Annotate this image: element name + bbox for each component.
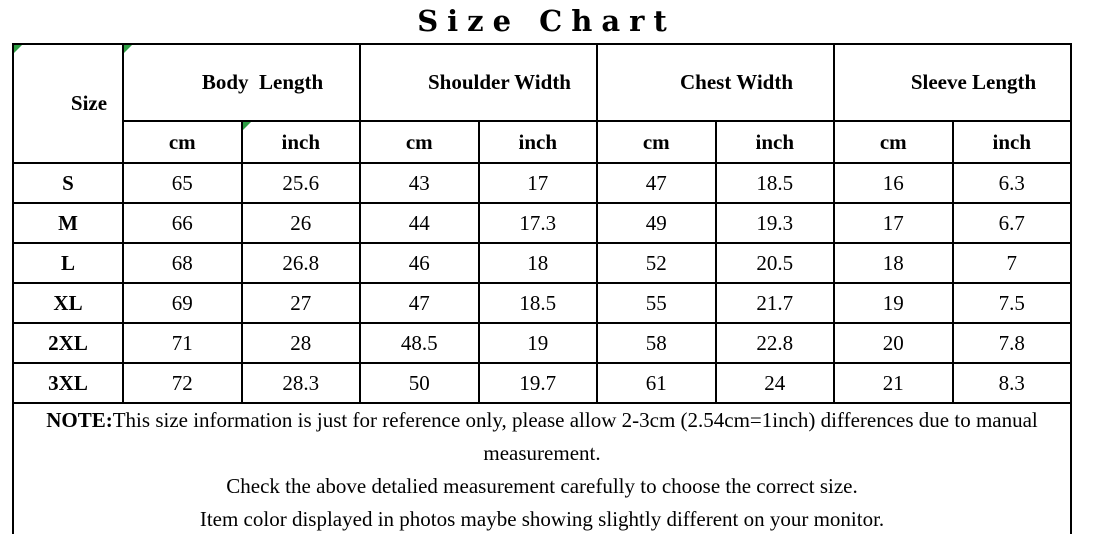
value-cell: 18.5 — [714, 162, 836, 204]
note-line-1: NOTE:This size information is just for r… — [14, 404, 1070, 470]
green-corner-marker-icon — [124, 45, 132, 53]
header-unit-row: cm inch cm inch cm inch cm inch — [13, 120, 1073, 164]
value-cell: 24 — [714, 362, 836, 404]
value-cell: 65 — [122, 162, 243, 204]
unit-header-inch: inch — [714, 120, 836, 164]
value-cell: 72 — [122, 362, 243, 404]
unit-header-cm: cm — [833, 120, 954, 164]
value-cell: 25.6 — [240, 162, 361, 204]
value-cell: 48.5 — [359, 322, 480, 364]
note-cell: NOTE:This size information is just for r… — [11, 402, 1073, 534]
value-cell: 19 — [833, 282, 954, 324]
value-cell: 55 — [596, 282, 717, 324]
value-cell: 7.8 — [951, 322, 1073, 364]
value-cell: 20.5 — [714, 242, 836, 284]
note-label: NOTE: — [46, 408, 113, 432]
value-cell: 7 — [951, 242, 1073, 284]
group-label: Body Length — [201, 70, 324, 94]
value-cell: 61 — [596, 362, 717, 404]
note-row: NOTE:This size information is just for r… — [11, 402, 1073, 534]
note-line-2: Check the above detalied measurement car… — [226, 474, 858, 498]
header-group-chest-width: Chest Width — [595, 43, 836, 122]
value-cell: 44 — [359, 202, 480, 244]
value-cell: 28 — [240, 322, 361, 364]
header-group-body-length: Body Length — [122, 43, 361, 122]
header-group-row: Size Body Length Shoulder Width Chest Wi… — [12, 43, 1073, 164]
size-label: M — [12, 202, 124, 244]
unit-header-cm: cm — [122, 120, 243, 164]
value-cell: 19 — [477, 322, 598, 364]
value-cell: 71 — [122, 322, 243, 364]
note-line-3: Item color displayed in photos maybe sho… — [199, 507, 885, 531]
green-corner-marker-icon — [14, 45, 22, 53]
value-cell: 47 — [596, 162, 717, 204]
table-header: Size Body Length Shoulder Width Chest Wi… — [12, 43, 1073, 164]
table-footer: NOTE:This size information is just for r… — [11, 402, 1073, 534]
unit-header-inch: inch — [951, 120, 1073, 164]
value-cell: 68 — [122, 242, 243, 284]
value-cell: 17 — [833, 202, 954, 244]
value-cell: 26.8 — [240, 242, 361, 284]
size-label: 2XL — [12, 322, 124, 364]
size-label: L — [12, 242, 124, 284]
table-row: M 66 26 44 17.3 49 19.3 17 6.7 — [12, 202, 1073, 244]
page-title: Size Chart — [417, 4, 676, 38]
unit-header-cm: cm — [596, 120, 717, 164]
value-cell: 18 — [477, 242, 598, 284]
value-cell: 43 — [359, 162, 480, 204]
size-chart-table: Size Body Length Shoulder Width Chest Wi… — [11, 43, 1073, 534]
value-cell: 26 — [240, 202, 361, 244]
value-cell: 6.7 — [951, 202, 1073, 244]
table-row: S 65 25.6 43 17 47 18.5 16 6.3 — [12, 162, 1073, 204]
value-cell: 20 — [833, 322, 954, 364]
value-cell: 6.3 — [951, 162, 1073, 204]
value-cell: 17 — [477, 162, 598, 204]
table-row: 2XL 71 28 48.5 19 58 22.8 20 7.8 — [12, 322, 1073, 364]
value-cell: 21 — [833, 362, 954, 404]
green-corner-marker-icon — [242, 122, 251, 130]
value-cell: 66 — [122, 202, 243, 244]
value-cell: 8.3 — [951, 362, 1073, 404]
value-cell: 21.7 — [714, 282, 836, 324]
value-cell: 46 — [359, 242, 480, 284]
value-cell: 58 — [596, 322, 717, 364]
size-column-header: Size — [12, 43, 124, 164]
size-label: S — [12, 162, 124, 204]
value-cell: 19.3 — [714, 202, 836, 244]
size-label: XL — [12, 282, 124, 324]
note-text-1: This size information is just for refere… — [112, 408, 1038, 465]
table-body: S 65 25.6 43 17 47 18.5 16 6.3 M 66 26 44 17.3 49 19.3 1… — [12, 162, 1073, 404]
unit-header-inch: inch — [477, 120, 598, 164]
header-group-sleeve-length: Sleeve Length — [833, 43, 1073, 122]
header-group-shoulder-width: Shoulder Width — [359, 43, 598, 122]
size-label: 3XL — [12, 362, 124, 404]
value-cell: 18.5 — [477, 282, 598, 324]
value-cell: 16 — [833, 162, 954, 204]
value-cell: 47 — [359, 282, 480, 324]
value-cell: 27 — [240, 282, 361, 324]
value-cell: 19.7 — [477, 362, 598, 404]
value-cell: 17.3 — [477, 202, 598, 244]
value-cell: 69 — [122, 282, 243, 324]
value-cell: 22.8 — [714, 322, 836, 364]
value-cell: 52 — [596, 242, 717, 284]
table-row: 3XL 72 28.3 50 19.7 61 24 21 8.3 — [12, 362, 1073, 404]
value-cell: 50 — [359, 362, 480, 404]
group-label: Shoulder Width — [428, 70, 571, 94]
value-cell: 18 — [833, 242, 954, 284]
table-row: XL 69 27 47 18.5 55 21.7 19 7.5 — [12, 282, 1073, 324]
unit-label: inch — [281, 129, 320, 154]
size-header-label: Size — [70, 91, 108, 115]
value-cell: 28.3 — [240, 362, 361, 404]
unit-header-inch: inch — [240, 120, 361, 164]
group-label: Sleeve Length — [910, 70, 1037, 94]
unit-header-cm: cm — [359, 120, 480, 164]
group-label: Chest Width — [680, 70, 794, 94]
value-cell: 49 — [596, 202, 717, 244]
value-cell: 7.5 — [951, 282, 1073, 324]
table-row: L 68 26.8 46 18 52 20.5 18 7 — [12, 242, 1073, 284]
